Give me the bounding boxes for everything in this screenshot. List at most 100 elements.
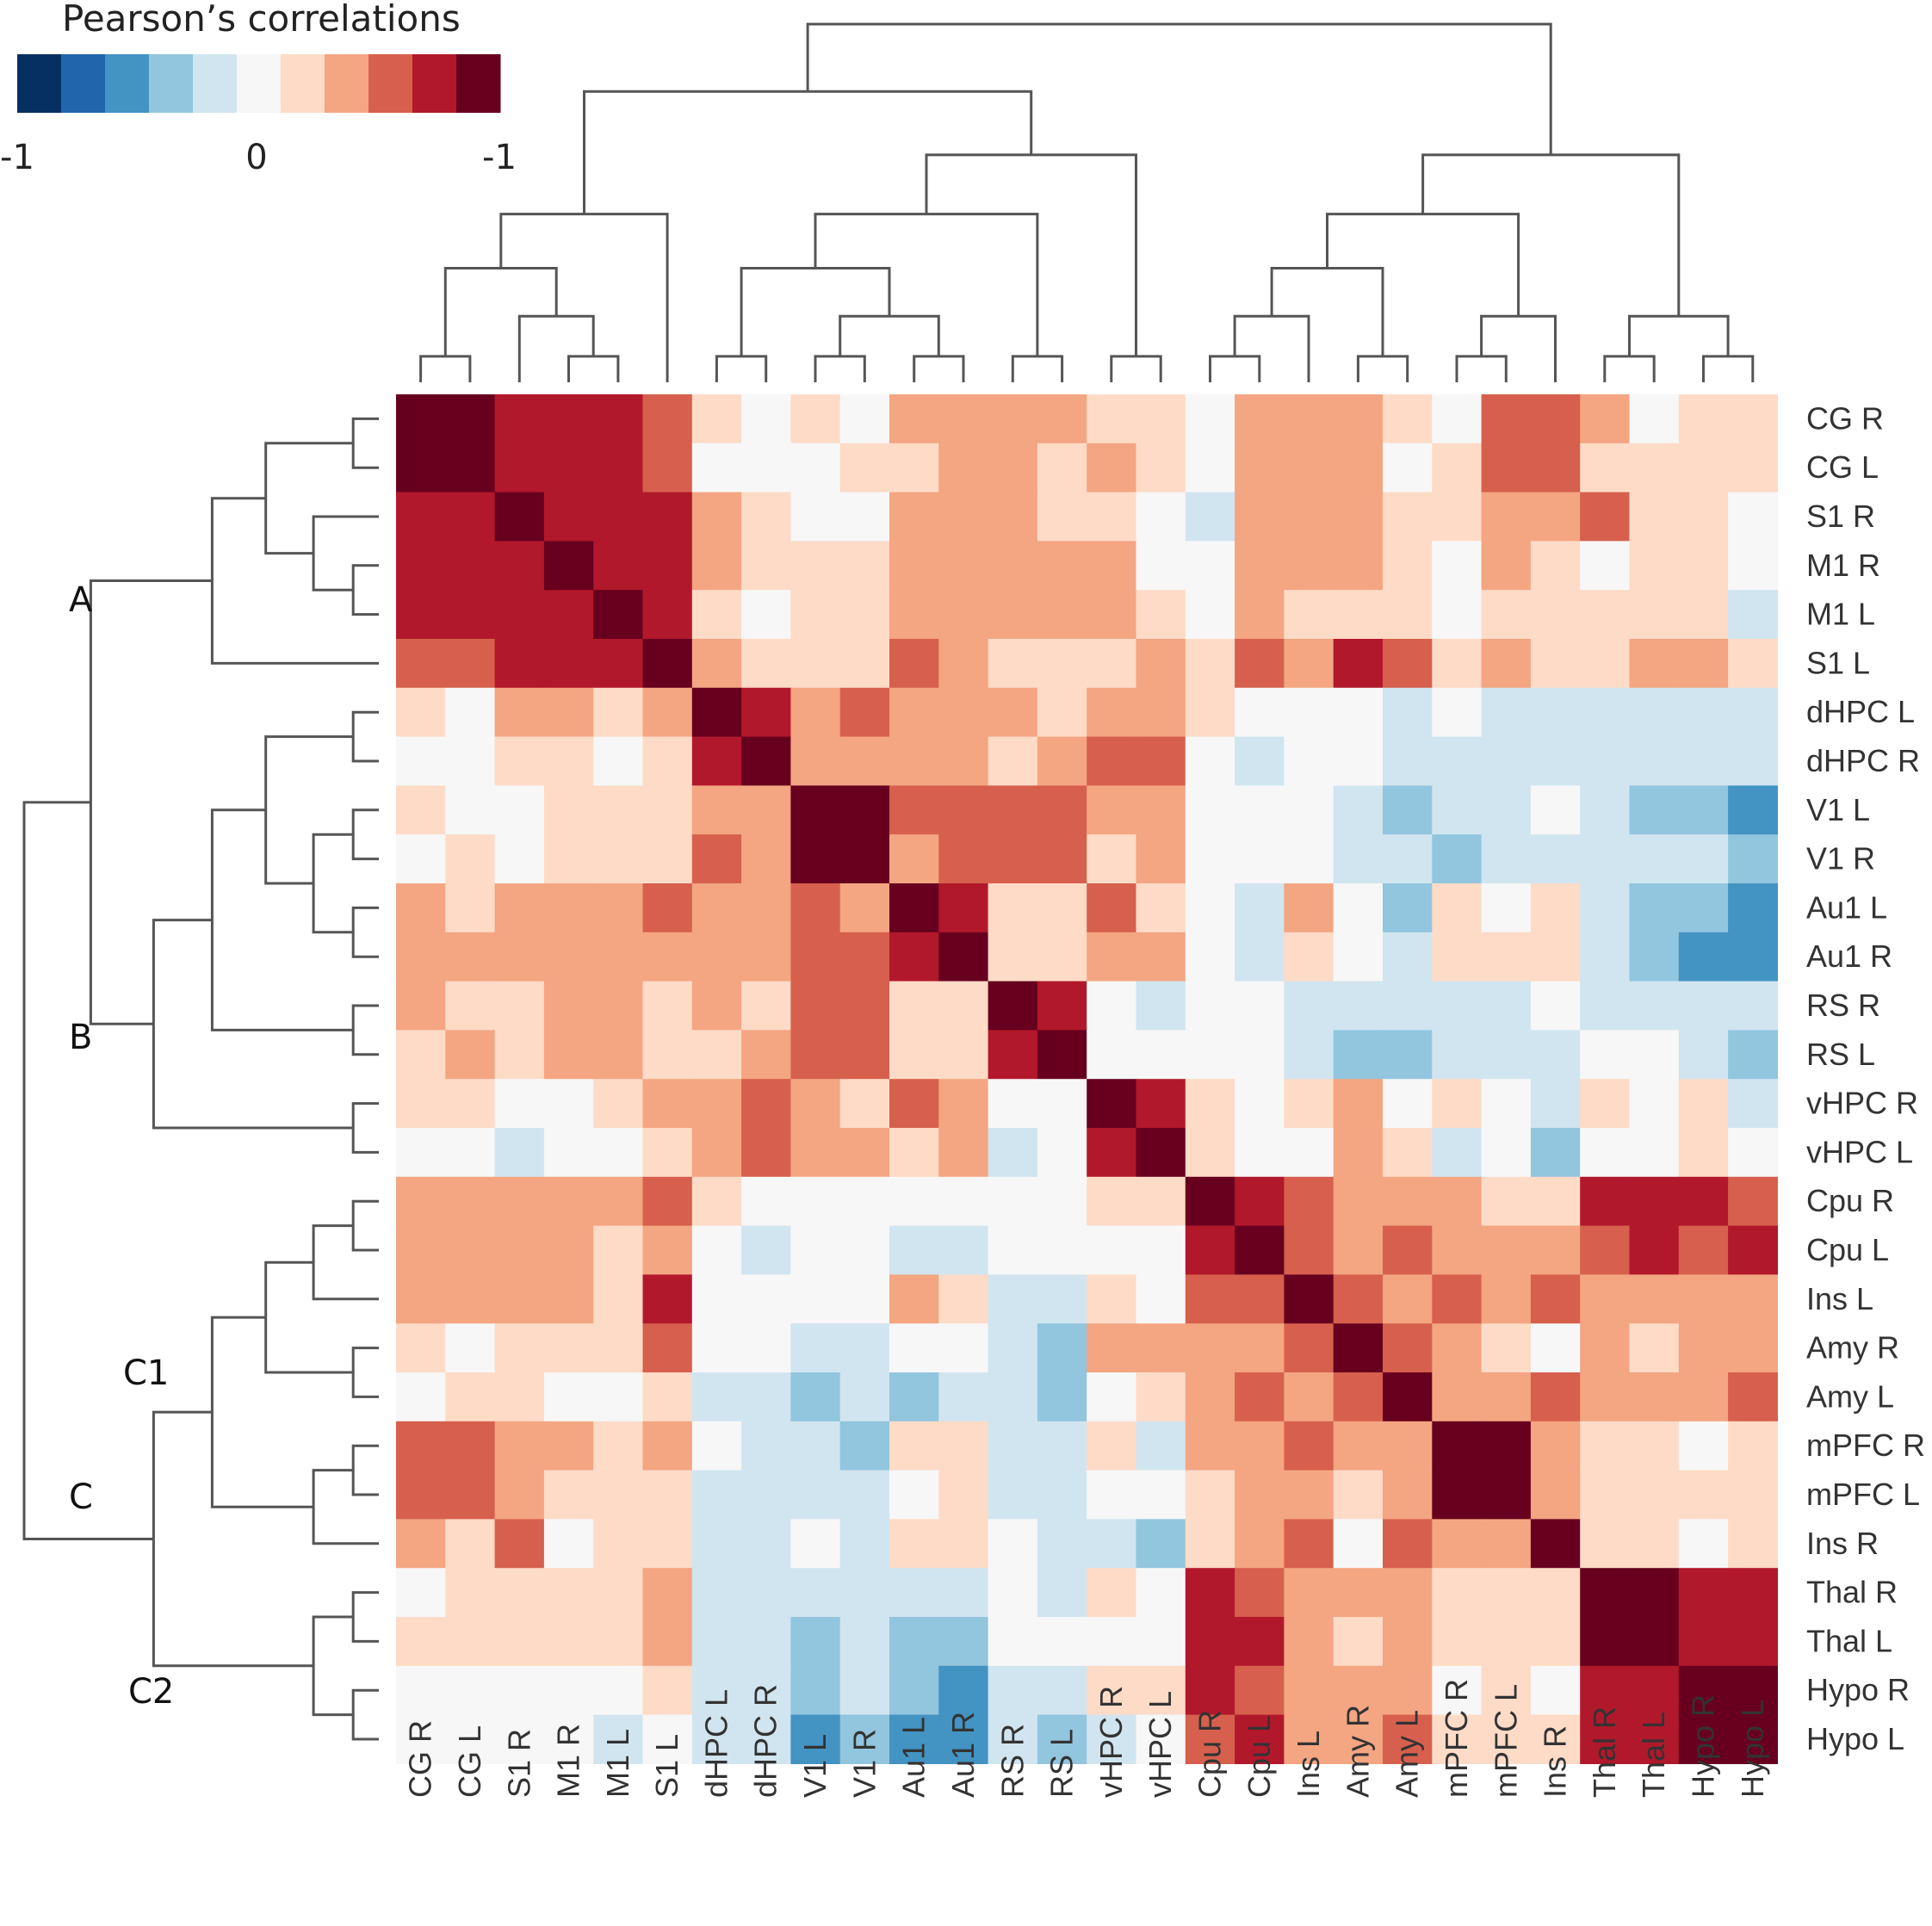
cell-ins-r-m1-l (593, 1519, 644, 1569)
cell-ins-r-s1-r (494, 1519, 545, 1569)
cell-hypo-r-dhpc-l (691, 1665, 742, 1716)
cell-mpfc-l-dhpc-l (691, 1470, 742, 1520)
cell-cpu-r-hypo-l (1728, 1176, 1778, 1227)
cell-au1-l-mpfc-r (1432, 883, 1483, 933)
cell-au1-r-m1-r (543, 932, 594, 982)
cell-m1-l-hypo-r (1678, 590, 1729, 640)
cell-rs-r-rs-l (1037, 981, 1087, 1031)
cell-hypo-r-ins-l (1284, 1665, 1334, 1716)
cell-v1-l-m1-r (543, 785, 594, 835)
cell-m1-r-vhpc-l (1136, 541, 1186, 591)
cell-cg-l-vhpc-l (1136, 443, 1186, 493)
cell-vhpc-r-ins-l (1284, 1079, 1334, 1129)
cell-amy-r-vhpc-r (1087, 1323, 1137, 1373)
cell-ins-r-cg-l (445, 1519, 496, 1569)
cell-amy-r-thal-r (1580, 1323, 1631, 1373)
cell-vhpc-r-vhpc-r (1087, 1079, 1137, 1129)
cell-hypo-l-m1-l (593, 1714, 644, 1764)
cell-au1-l-v1-l (790, 883, 841, 933)
cell-mpfc-l-amy-r (1333, 1470, 1384, 1520)
cell-rs-r-hypo-l (1728, 981, 1778, 1031)
left-dendrogram-branch (210, 808, 354, 1031)
cell-hypo-l-au1-r (938, 1714, 989, 1764)
row-label-ins-l: Ins L (1806, 1281, 1873, 1316)
cell-thal-l-v1-r (839, 1617, 890, 1667)
cell-cpu-l-thal-r (1580, 1225, 1631, 1275)
top-dendrogram-branch (1702, 355, 1755, 382)
cell-v1-l-dhpc-r (741, 785, 791, 835)
cell-au1-l-s1-l (642, 883, 693, 933)
cell-vhpc-r-mpfc-l (1481, 1079, 1532, 1129)
left-dendrogram-branch (152, 1410, 314, 1668)
cell-mpfc-l-mpfc-r (1432, 1470, 1483, 1520)
top-dendrogram-branch (443, 267, 558, 356)
cell-m1-l-vhpc-r (1087, 590, 1137, 640)
cell-au1-l-thal-r (1580, 883, 1631, 933)
cell-amy-l-au1-l (889, 1372, 939, 1422)
cell-v1-r-hypo-r (1678, 834, 1729, 884)
cell-dhpc-r-thal-r (1580, 736, 1631, 786)
row-label-rs-r: RS R (1806, 988, 1880, 1023)
cell-cpu-r-ins-l (1284, 1176, 1334, 1227)
cell-ins-l-au1-l (889, 1274, 939, 1324)
top-dendrogram-branch (814, 213, 1039, 356)
cell-vhpc-r-rs-l (1037, 1079, 1087, 1129)
cell-dhpc-r-amy-l (1383, 736, 1433, 786)
cell-rs-r-v1-l (790, 981, 841, 1031)
cell-mpfc-r-amy-l (1383, 1421, 1433, 1471)
cell-cg-l-s1-l (642, 443, 693, 493)
cell-vhpc-l-au1-r (938, 1128, 989, 1178)
cell-hypo-r-vhpc-l (1136, 1665, 1186, 1716)
cell-rs-r-hypo-r (1678, 981, 1729, 1031)
cell-s1-l-hypo-l (1728, 639, 1778, 689)
cell-hypo-l-v1-l (790, 1714, 841, 1764)
cell-m1-l-mpfc-r (1432, 590, 1483, 640)
legend-swatch-9 (412, 54, 457, 113)
cell-dhpc-l-rs-l (1037, 687, 1087, 738)
cell-cg-r-rs-r (988, 394, 1038, 444)
cell-ins-r-au1-r (938, 1519, 989, 1569)
row-label-amy-l: Amy L (1806, 1378, 1894, 1414)
cell-hypo-r-m1-r (543, 1665, 594, 1716)
cell-cpu-l-cg-l (445, 1225, 496, 1275)
cell-ins-r-cg-r (396, 1519, 446, 1569)
cell-hypo-l-cg-r (396, 1714, 446, 1764)
cell-hypo-r-hypo-l (1728, 1665, 1778, 1716)
cell-hypo-l-s1-r (494, 1714, 545, 1764)
row-label-dhpc-r: dHPC R (1806, 743, 1920, 778)
cell-vhpc-l-v1-l (790, 1128, 841, 1178)
cell-dhpc-r-amy-r (1333, 736, 1384, 786)
cell-vhpc-l-amy-r (1333, 1128, 1384, 1178)
column-label-dhpc-r: dHPC R (748, 1684, 783, 1798)
left-dendrogram-branch (351, 710, 379, 763)
cell-hypo-r-au1-l (889, 1665, 939, 1716)
cell-thal-l-hypo-r (1678, 1617, 1729, 1667)
cell-rs-l-rs-l (1037, 1030, 1087, 1080)
cell-au1-l-cpu-l (1235, 883, 1285, 933)
cell-au1-l-cg-r (396, 883, 446, 933)
cell-au1-l-v1-r (839, 883, 890, 933)
legend-tick-zero: 0 (245, 138, 267, 177)
cell-mpfc-r-dhpc-r (741, 1421, 791, 1471)
cell-ins-r-au1-l (889, 1519, 939, 1569)
cell-thal-l-ins-r (1530, 1617, 1581, 1667)
cell-ins-r-m1-r (543, 1519, 594, 1569)
cell-v1-r-cg-r (396, 834, 446, 884)
column-label-thal-l: Thal L (1636, 1712, 1671, 1798)
cell-vhpc-r-thal-r (1580, 1079, 1631, 1129)
cell-hypo-l-vhpc-l (1136, 1714, 1186, 1764)
cell-dhpc-l-v1-r (839, 687, 890, 738)
cell-hypo-r-rs-l (1037, 1665, 1087, 1716)
cell-amy-l-dhpc-l (691, 1372, 742, 1422)
row-label-vhpc-l: vHPC L (1806, 1134, 1913, 1169)
cell-hypo-l-v1-r (839, 1714, 890, 1764)
cell-cpu-l-rs-r (988, 1225, 1038, 1275)
cell-thal-r-cpu-r (1185, 1568, 1235, 1618)
cell-mpfc-r-hypo-r (1678, 1421, 1729, 1471)
cell-amy-r-amy-l (1383, 1323, 1433, 1373)
cell-rs-l-ins-l (1284, 1030, 1334, 1080)
cell-dhpc-r-mpfc-r (1432, 736, 1483, 786)
cell-mpfc-r-s1-r (494, 1421, 545, 1471)
cell-mpfc-r-v1-r (839, 1421, 890, 1471)
cell-au1-r-rs-r (988, 932, 1038, 982)
